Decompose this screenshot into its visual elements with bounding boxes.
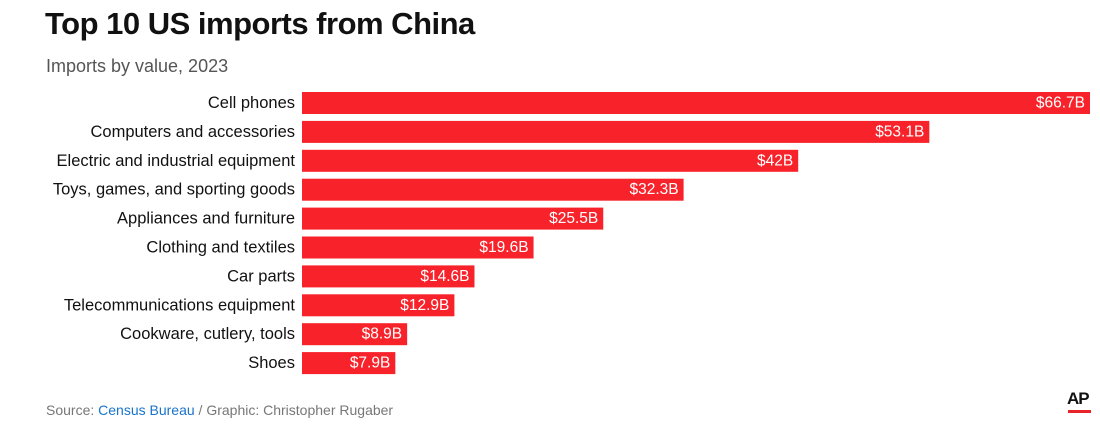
bar-clothing-and-textiles <box>302 236 534 259</box>
value-label-computers-and-accessories: $53.1B <box>875 123 924 140</box>
category-label-clothing-and-textiles: Clothing and textiles <box>146 239 295 257</box>
bar-toys-games-and-sporting-goods <box>302 178 684 201</box>
category-label-shoes: Shoes <box>248 354 295 372</box>
category-label-appliances-and-furniture: Appliances and furniture <box>117 210 295 228</box>
bar-electric-and-industrial-equipment <box>302 149 799 172</box>
ap-logo-underline <box>1068 410 1091 413</box>
bar-appliances-and-furniture <box>302 207 604 230</box>
chart-title: Top 10 US imports from China <box>45 6 475 41</box>
value-label-car-parts: $14.6B <box>420 268 469 285</box>
source-credit: / Graphic: Christopher Rugaber <box>194 402 394 418</box>
category-label-toys-games-and-sporting-goods: Toys, games, and sporting goods <box>53 181 295 199</box>
category-label-cookware-cutlery-tools: Cookware, cutlery, tools <box>120 325 295 343</box>
value-label-shoes: $7.9B <box>350 355 391 372</box>
bar-cookware-cutlery-tools <box>302 323 408 346</box>
source-prefix: Source: <box>46 402 99 418</box>
value-label-telecommunications-equipment: $12.9B <box>400 297 449 314</box>
value-label-cell-phones: $66.7B <box>1036 95 1085 112</box>
bar-cell-phones <box>302 92 1090 114</box>
bar-shoes <box>302 352 396 375</box>
bar-telecommunications-equipment <box>302 294 455 317</box>
category-label-car-parts: Car parts <box>227 267 295 285</box>
category-label-cell-phones: Cell phones <box>208 94 295 112</box>
value-label-toys-games-and-sporting-goods: $32.3B <box>629 181 678 198</box>
category-label-telecommunications-equipment: Telecommunications equipment <box>64 296 296 314</box>
ap-logo: AP <box>1067 389 1093 415</box>
bar-car-parts <box>302 265 475 288</box>
ap-logo-text: AP <box>1067 389 1090 408</box>
value-label-appliances-and-furniture: $25.5B <box>549 210 598 227</box>
source-link[interactable]: Census Bureau <box>98 402 195 418</box>
category-label-computers-and-accessories: Computers and accessories <box>90 123 295 141</box>
chart-subtitle: Imports by value, 2023 <box>46 56 229 76</box>
bar-computers-and-accessories <box>302 120 930 143</box>
value-label-clothing-and-textiles: $19.6B <box>479 239 528 256</box>
category-label-electric-and-industrial-equipment: Electric and industrial equipment <box>57 152 296 170</box>
source-line: Source: Census Bureau / Graphic: Christo… <box>46 402 393 418</box>
value-label-cookware-cutlery-tools: $8.9B <box>362 326 403 343</box>
value-label-electric-and-industrial-equipment: $42B <box>757 152 793 169</box>
